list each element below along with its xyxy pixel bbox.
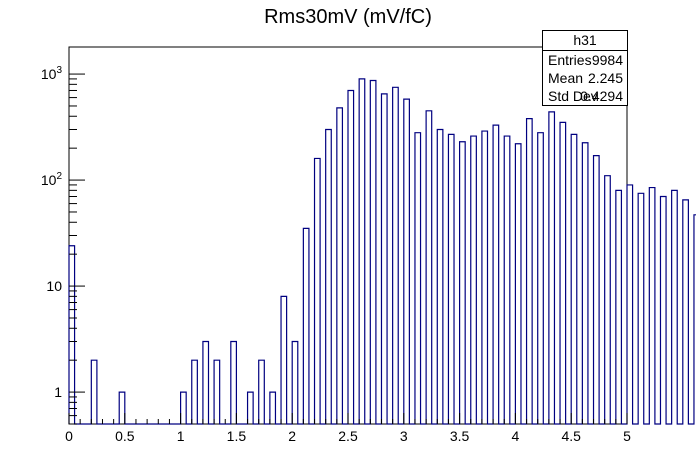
stats-label: Std Dev: [548, 88, 598, 104]
stats-value: 0.4294: [580, 88, 623, 104]
x-tick-label: 2: [288, 428, 296, 444]
stats-label: Entries: [548, 52, 592, 68]
histogram-series: [68, 78, 696, 425]
stats-box: h31 Entries 9984 Mean 2.245 Std Dev 0.42…: [542, 30, 628, 106]
x-tick-label: 2.5: [338, 428, 358, 444]
stats-row-mean: Mean 2.245: [543, 69, 627, 87]
stats-label: Mean: [548, 70, 584, 86]
x-tick-label: 1: [177, 428, 185, 444]
x-tick-label: 4: [512, 428, 520, 444]
x-tick-label: 3.5: [450, 428, 470, 444]
chart-title: Rms30mV (mV/fC): [264, 6, 432, 28]
stats-row-entries: Entries 9984: [543, 51, 627, 69]
stats-row-stddev: Std Dev 0.4294: [543, 87, 627, 105]
stats-value: 9984: [591, 52, 623, 68]
y-tick-label-10: 10: [46, 278, 62, 294]
y-tick-label-100: 102: [41, 171, 63, 188]
y-tick-label-1000: 103: [41, 65, 63, 82]
x-tick-label: 5: [623, 428, 631, 444]
x-tick-label: 4.5: [561, 428, 581, 444]
stats-box-name: h31: [543, 31, 627, 51]
x-tick-label: 0.5: [115, 428, 135, 444]
x-tick-label: 1.5: [227, 428, 247, 444]
y-tick-label-1: 1: [54, 384, 62, 400]
stats-value: 2.245: [587, 70, 623, 86]
x-tick-label: 3: [400, 428, 408, 444]
x-tick-label: 0: [65, 428, 73, 444]
